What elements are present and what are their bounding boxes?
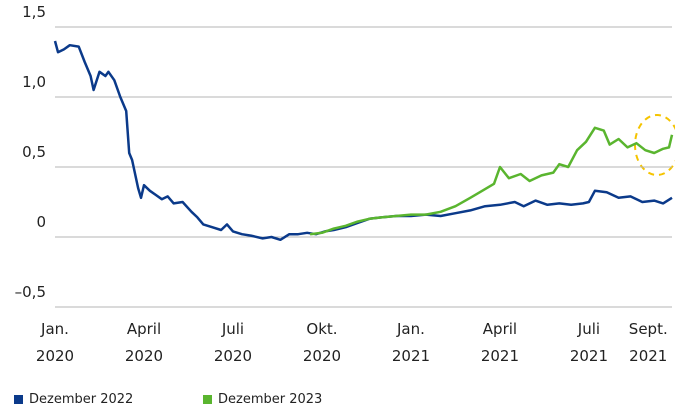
x-tick-label: Sept. 2021 — [628, 320, 668, 365]
x-tick-label: Juli 2020 — [213, 320, 253, 365]
y-tick-label: 0,5 — [22, 143, 46, 161]
y-tick-label: 1,0 — [22, 73, 46, 91]
y-tick-label: –0,5 — [15, 283, 46, 301]
legend-swatch — [203, 395, 212, 404]
x-tick-label: Juli 2021 — [569, 320, 609, 365]
y-tick-label: 1,5 — [22, 3, 46, 21]
y-tick-label: 0 — [36, 213, 46, 231]
x-tick-label: Jan. 2021 — [391, 320, 431, 365]
legend-label: Dezember 2023 — [218, 392, 323, 407]
legend-item: Dezember 2022 — [14, 392, 133, 407]
x-tick-label: Okt. 2020 — [302, 320, 342, 365]
line-series — [53, 40, 673, 242]
x-tick-label: April 2020 — [124, 320, 164, 365]
legend-swatch — [14, 395, 23, 404]
legend-label: Dezember 2022 — [29, 392, 134, 407]
line-series — [309, 126, 674, 236]
legend-item: Dezember 2023 — [203, 392, 322, 407]
x-tick-label: April 2021 — [480, 320, 520, 365]
x-tick-label: Jan. 2020 — [35, 320, 75, 365]
